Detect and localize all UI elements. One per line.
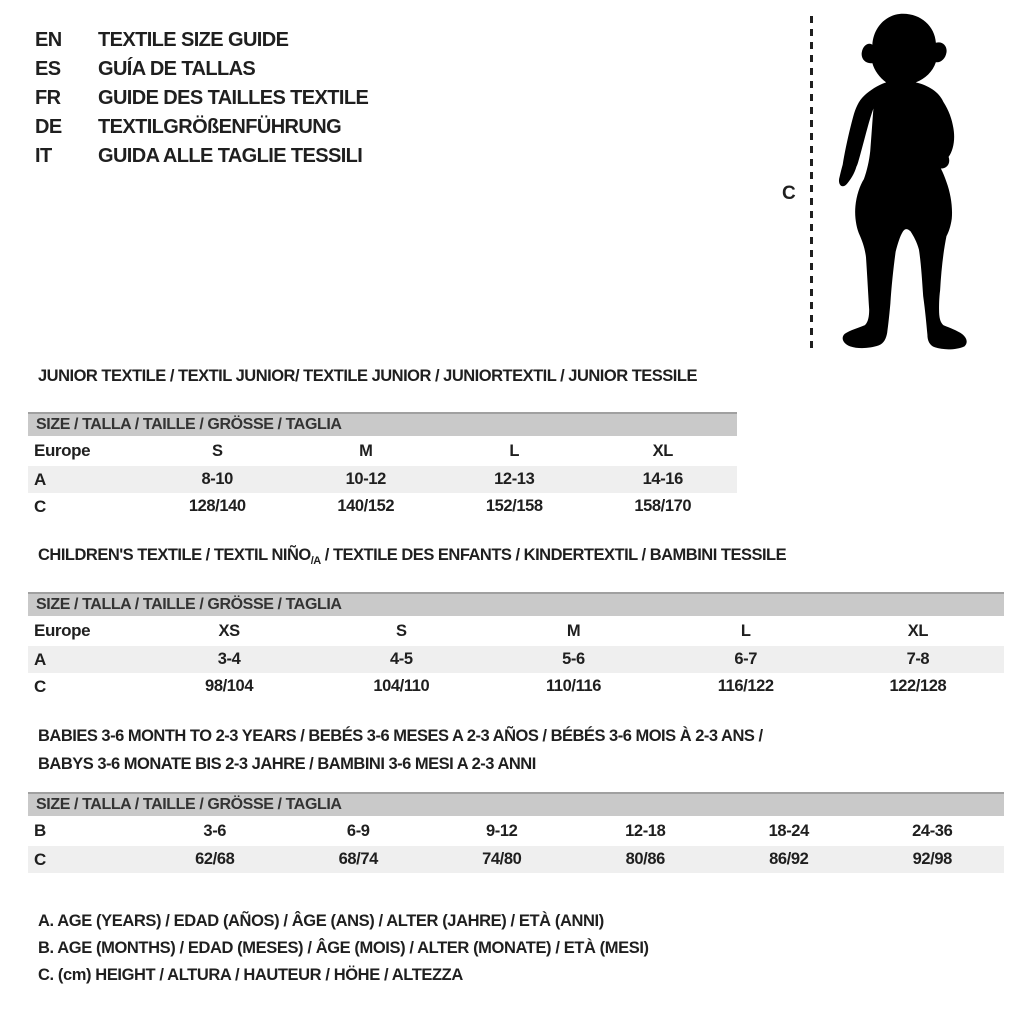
language-code: ES <box>35 58 61 80</box>
language-row: IT GUIDA ALLE TAGLIE TESSILI <box>35 142 368 171</box>
children-section-title: CHILDREN'S TEXTILE / TEXTIL NIÑO/A / TEX… <box>38 546 787 567</box>
size-value: 4-5 <box>389 650 413 668</box>
size-value: 98/104 <box>205 677 254 695</box>
size-value: 122/128 <box>889 677 947 695</box>
language-title: TEXTILE SIZE GUIDE <box>98 29 289 51</box>
size-value: 8-10 <box>201 470 234 488</box>
size-value: L <box>740 621 751 640</box>
size-value: 152/158 <box>485 497 543 515</box>
size-table-row: A 3-4 4-5 5-6 6-7 7-8 <box>28 646 1004 673</box>
size-value: XL <box>652 441 674 460</box>
size-value: 12-13 <box>494 470 535 488</box>
size-table-row: C 128/140 140/152 152/158 158/170 <box>28 493 737 520</box>
size-value: XS <box>218 621 240 640</box>
size-value: 10-12 <box>345 470 387 488</box>
size-header-bar: SIZE / TALLA / TAILLE / GRÖSSE / TAGLIA <box>28 412 737 436</box>
row-label: C <box>34 849 46 869</box>
junior-table-rows: Europe S M L XL A 8-10 10-12 12-13 14-16 C 128/140 1… <box>28 436 737 520</box>
language-title: GUIDA ALLE TAGLIE TESSILI <box>98 145 363 167</box>
size-value: 3-4 <box>217 650 241 668</box>
size-value: 24-36 <box>912 821 953 840</box>
children-title-before: CHILDREN'S TEXTILE / TEXTIL NIÑO <box>38 546 311 564</box>
legend-line-a: A. AGE (YEARS) / EDAD (AÑOS) / ÂGE (ANS)… <box>38 912 604 930</box>
size-value: 86/92 <box>769 850 809 868</box>
size-value: 3-6 <box>203 821 227 840</box>
size-value: 5-6 <box>562 650 585 668</box>
size-value: M <box>359 441 373 460</box>
height-marker-label: C <box>782 183 796 204</box>
size-value: 110/116 <box>545 677 601 695</box>
row-label: Europe <box>34 441 91 460</box>
legend-block: A. AGE (YEARS) / EDAD (AÑOS) / ÂGE (ANS)… <box>38 912 649 993</box>
language-row: ES GUÍA DE TALLAS <box>35 55 368 84</box>
size-value: 62/68 <box>195 850 235 868</box>
row-label: Europe <box>34 621 91 640</box>
row-label: C <box>34 676 46 696</box>
size-table-row: Europe S M L XL <box>28 436 737 466</box>
size-value: 9-12 <box>486 821 518 840</box>
row-label: B <box>34 821 46 840</box>
size-value: M <box>566 621 581 640</box>
legend-line-c: C. (cm) HEIGHT / ALTURA / HAUTEUR / HÖHE… <box>38 966 463 984</box>
babies-table-rows: B 3-6 6-9 9-12 12-18 18-24 24-36 C 62/68 68/74 74/… <box>28 816 1004 873</box>
size-value: 92/98 <box>912 850 953 868</box>
babies-title-line1: BABIES 3-6 MONTH TO 2-3 YEARS / BEBÉS 3-… <box>38 727 763 745</box>
legend-line-b: B. AGE (MONTHS) / EDAD (MESES) / ÂGE (MO… <box>38 939 649 957</box>
junior-size-table: SIZE / TALLA / TAILLE / GRÖSSE / TAGLIA … <box>28 412 737 520</box>
size-header-bar: SIZE / TALLA / TAILLE / GRÖSSE / TAGLIA <box>28 792 1004 816</box>
size-value: 158/170 <box>634 497 692 515</box>
language-row: EN TEXTILE SIZE GUIDE <box>35 26 368 55</box>
language-code: FR <box>35 87 61 109</box>
row-label: C <box>34 496 46 516</box>
size-table-row: Europe XS S M L XL <box>28 616 1004 646</box>
babies-section-title: BABIES 3-6 MONTH TO 2-3 YEARS / BEBÉS 3-… <box>38 722 763 778</box>
children-title-subscript: /A <box>310 555 322 567</box>
size-value: XL <box>907 621 929 640</box>
language-code: DE <box>35 116 62 138</box>
row-label: A <box>34 469 46 489</box>
size-header-bar: SIZE / TALLA / TAILLE / GRÖSSE / TAGLIA <box>28 592 1004 616</box>
size-value: 12-18 <box>625 821 666 840</box>
size-table-row: B 3-6 6-9 9-12 12-18 18-24 24-36 <box>28 816 1004 846</box>
size-value: 7-8 <box>906 650 930 668</box>
size-table-row: C 62/68 68/74 74/80 80/86 86/92 92/98 <box>28 846 1004 873</box>
babies-size-table: SIZE / TALLA / TAILLE / GRÖSSE / TAGLIA … <box>28 792 1004 873</box>
children-table-rows: Europe XS S M L XL A 3-4 4-5 5-6 6-7 7-8 C 98/104 104/… <box>28 616 1004 700</box>
height-dotted-line <box>810 16 813 354</box>
language-title: TEXTILGRÖßENFÜHRUNG <box>98 116 342 138</box>
children-title-after: / TEXTILE DES ENFANTS / KINDERTEXTIL / B… <box>320 546 787 564</box>
size-value: L <box>509 441 520 460</box>
language-code: IT <box>35 145 52 167</box>
size-value: 6-7 <box>734 650 758 668</box>
size-value: S <box>211 441 223 460</box>
size-value: 116/122 <box>717 677 774 695</box>
babies-title-line2: BABYS 3-6 MONATE BIS 2-3 JAHRE / BAMBINI… <box>38 755 536 773</box>
size-value: 68/74 <box>338 850 379 868</box>
size-value: 80/86 <box>625 850 666 868</box>
row-label: A <box>34 649 46 669</box>
language-title-block: EN TEXTILE SIZE GUIDE ES GUÍA DE TALLAS … <box>35 26 369 171</box>
language-row: FR GUIDE DES TAILLES TEXTILE <box>35 84 369 113</box>
size-value: 140/152 <box>337 497 395 515</box>
language-title: GUIDE DES TAILLES TEXTILE <box>98 87 369 109</box>
size-value: 128/140 <box>188 497 246 515</box>
language-row: DE TEXTILGRÖßENFÜHRUNG <box>35 113 368 142</box>
size-value: 104/110 <box>373 677 430 695</box>
toddler-silhouette-icon <box>838 13 967 350</box>
language-title: GUÍA DE TALLAS <box>98 58 256 80</box>
size-table-row: C 98/104 104/110 110/116 116/122 122/128 <box>28 673 1004 700</box>
size-value: 74/80 <box>482 850 522 868</box>
size-value: 14-16 <box>642 470 684 488</box>
size-value: 6-9 <box>346 821 370 840</box>
junior-section-title: JUNIOR TEXTILE / TEXTIL JUNIOR/ TEXTILE … <box>38 367 697 385</box>
size-table-row: A 8-10 10-12 12-13 14-16 <box>28 466 737 493</box>
language-code: EN <box>35 29 62 51</box>
children-size-table: SIZE / TALLA / TAILLE / GRÖSSE / TAGLIA … <box>28 592 1004 700</box>
size-value: S <box>395 621 407 640</box>
size-value: 18-24 <box>768 821 810 840</box>
